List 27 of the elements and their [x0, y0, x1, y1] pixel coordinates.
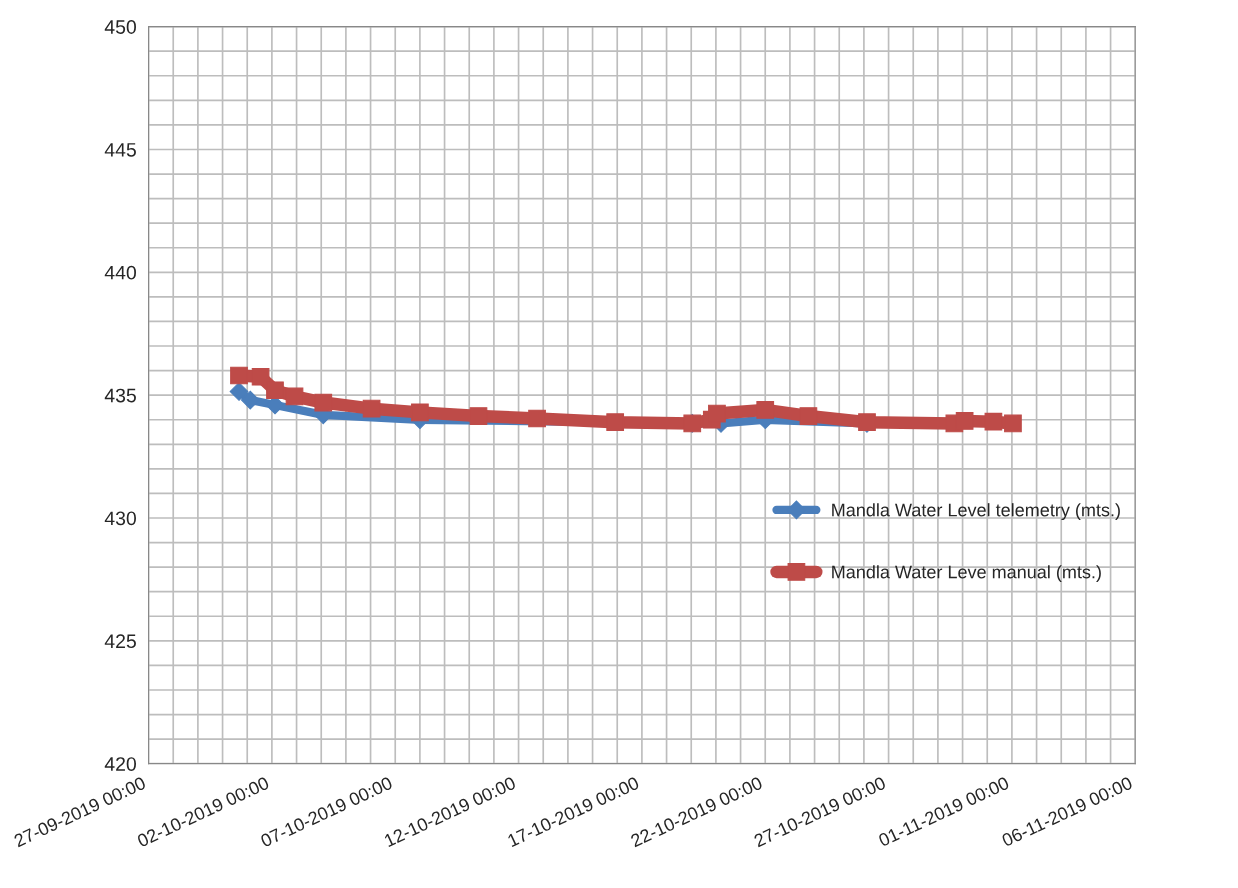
y-tick-label: 425	[104, 634, 136, 649]
point	[708, 404, 726, 423]
point	[469, 407, 488, 425]
point	[362, 399, 381, 418]
legend-label: Mandla Water Leve manual (mts.)	[832, 565, 1101, 582]
point	[1004, 414, 1022, 433]
point	[606, 413, 625, 432]
y-tick-label: 435	[104, 388, 136, 403]
y-tick-label: 450	[104, 20, 136, 34]
point	[799, 407, 818, 425]
y-tick-label: 445	[104, 143, 136, 157]
point	[229, 382, 249, 401]
point	[984, 412, 1003, 431]
point	[266, 381, 284, 400]
point	[240, 390, 260, 410]
y-tick-label: 440	[104, 265, 136, 280]
legend-label: Mandla Water Level telemetry (mts.)	[832, 503, 1120, 520]
point	[285, 387, 304, 406]
point	[955, 412, 974, 430]
point	[251, 367, 270, 386]
point	[411, 403, 429, 422]
y-tick-label: 430	[104, 511, 136, 526]
y-tick-label: 420	[104, 757, 136, 771]
point	[314, 393, 333, 412]
point	[756, 401, 775, 419]
point	[230, 366, 248, 385]
point	[528, 409, 546, 428]
